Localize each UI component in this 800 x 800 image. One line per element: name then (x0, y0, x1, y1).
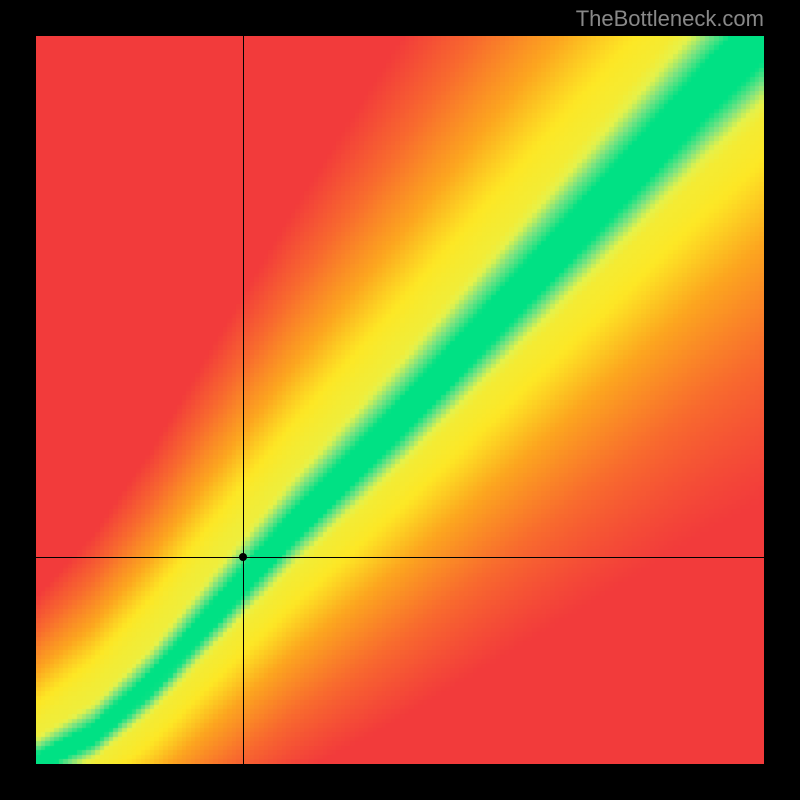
watermark-text: TheBottleneck.com (576, 6, 764, 32)
crosshair-marker (239, 553, 247, 561)
heatmap-plot (36, 36, 764, 764)
heatmap-canvas (36, 36, 764, 764)
crosshair-vertical (243, 36, 244, 764)
crosshair-horizontal (36, 557, 764, 558)
